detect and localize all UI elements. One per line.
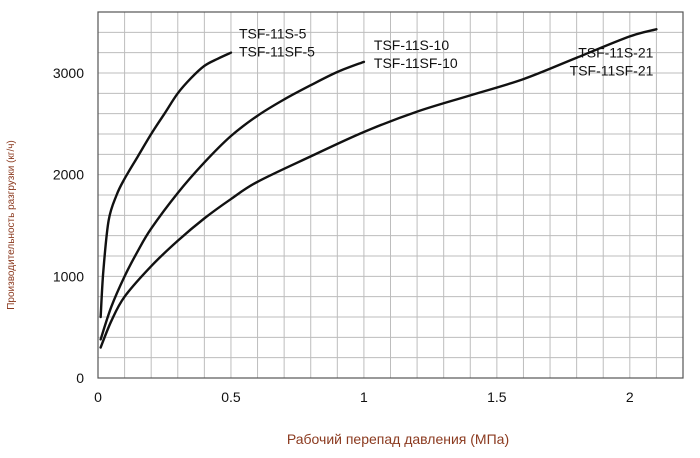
y-axis-title: Производительность разгрузки (кг/ч) (6, 140, 17, 310)
series-line (99, 28, 658, 349)
x-tick-label: 0 (94, 389, 102, 405)
grid-layer (98, 12, 683, 378)
series-line (99, 60, 366, 341)
x-tick-label: 1.5 (487, 389, 507, 405)
series-line (99, 51, 233, 319)
series-label: TSF-11SF-21 (570, 62, 654, 78)
x-tick-label: 1 (360, 389, 368, 405)
series-label: TSF-11SF-10 (374, 55, 458, 71)
series-lines (99, 28, 658, 349)
series-label: TSF-11S-5 (239, 26, 307, 42)
series-label: TSF-11SF-5 (239, 44, 315, 60)
tick-labels: 0 0.5 1 1.5 2 0 1000 2000 3000 (53, 65, 634, 405)
series-label: TSF-11S-10 (374, 37, 449, 53)
y-tick-label: 3000 (53, 65, 84, 81)
plot-border (97, 11, 684, 379)
plot-frame (97, 11, 684, 379)
y-tick-label: 0 (76, 370, 84, 386)
series-label: TSF-11S-21 (578, 44, 653, 60)
x-tick-label: 0.5 (221, 389, 241, 405)
y-tick-label: 2000 (53, 167, 84, 183)
y-tick-label: 1000 (53, 268, 84, 284)
series-labels: TSF-11S-5 TSF-11SF-5 TSF-11S-10 TSF-11SF-10… (239, 26, 654, 79)
x-axis-title: Рабочий перепад давления (МПа) (287, 431, 509, 447)
x-tick-label: 2 (626, 389, 634, 405)
